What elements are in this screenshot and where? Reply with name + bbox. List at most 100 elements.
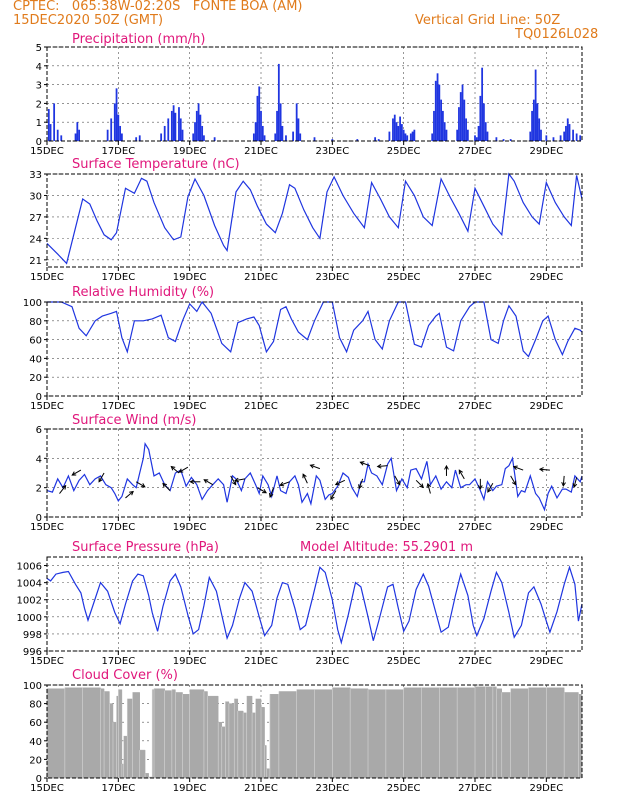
precip-bar — [483, 103, 485, 141]
precip-bar — [279, 103, 282, 141]
wind-arrow-shaft — [427, 483, 431, 494]
precip-bar — [106, 129, 109, 141]
x-tick-label: 27DEC — [458, 656, 492, 667]
wind-arrow-shaft — [59, 485, 67, 494]
precip-bar — [440, 99, 443, 141]
precip-bar — [531, 110, 533, 141]
wind-arrow-shaft — [377, 465, 388, 468]
wind-arrow-head — [262, 488, 267, 494]
precip-bar — [110, 118, 113, 141]
y-tick-label: 996 — [23, 647, 42, 658]
x-tick-label: 27DEC — [458, 401, 492, 412]
precip-bar — [179, 118, 182, 141]
x-tick-label: 23DEC — [315, 783, 349, 794]
precip-bar — [299, 133, 302, 141]
wind-arrow — [487, 483, 494, 493]
x-tick-label: 25DEC — [387, 783, 421, 794]
x-tick-label: 25DEC — [387, 522, 421, 533]
x-tick-label: 29DEC — [529, 146, 563, 157]
wind-arrow-shaft — [235, 478, 246, 482]
y-tick-label: 80 — [29, 700, 42, 711]
precip-bar — [431, 133, 434, 141]
wind-arrow-shaft — [562, 475, 565, 486]
precip-bar — [399, 116, 401, 141]
precip-bar — [258, 86, 261, 141]
x-tick-label: 17DEC — [101, 272, 135, 283]
wind-arrow-shaft — [360, 461, 370, 467]
precip-bar — [377, 139, 380, 141]
y-tick-label: 1006 — [17, 562, 42, 573]
precip-bar — [434, 80, 437, 141]
wind-arrow-shaft — [510, 475, 517, 485]
wind-arrow-shaft — [487, 483, 494, 493]
wind-arrow-shaft — [257, 487, 267, 494]
wind-arrow-head — [511, 480, 517, 486]
x-tick-label: 15DEC — [30, 146, 64, 157]
precip-bar — [456, 129, 459, 141]
wind-arrow-shaft — [513, 466, 524, 471]
y-tick-label: 40 — [29, 354, 42, 365]
x-tick-label: 25DEC — [387, 146, 421, 157]
wind-arrow-head — [309, 464, 315, 469]
x-tick-label: 21DEC — [244, 272, 278, 283]
wind-arrow-head — [487, 487, 492, 493]
wind-arrow-head — [279, 481, 285, 487]
y-tick-label: 1002 — [17, 596, 42, 607]
wind-arrow — [444, 464, 449, 476]
precip-bar — [404, 133, 407, 141]
wind-arrow-head — [477, 485, 483, 490]
wind-arrow-shaft — [335, 479, 346, 486]
wind-arrow — [358, 478, 364, 490]
x-tick-label: 23DEC — [315, 272, 349, 283]
header-datetime: 15DEC2020 50Z (GMT) — [13, 13, 164, 28]
precip-bar — [256, 95, 259, 141]
precip-bar — [49, 124, 52, 141]
y-tick-label: 1004 — [17, 579, 42, 590]
panel-frame — [46, 684, 583, 779]
precip-bar — [172, 105, 175, 141]
wind-arrow — [510, 475, 517, 486]
series-line — [46, 172, 583, 265]
precip-bar — [495, 137, 498, 141]
x-tick-label: 23DEC — [315, 522, 349, 533]
precip-bar — [393, 114, 396, 141]
wind-arrow-shaft — [279, 481, 290, 486]
wind-arrow-head — [189, 479, 195, 485]
precip-bar — [178, 107, 180, 141]
wind-arrow — [230, 475, 237, 486]
series-line — [46, 441, 583, 512]
x-tick-label: 25DEC — [387, 656, 421, 667]
precip-bar — [281, 125, 284, 141]
wind-arrow — [334, 479, 346, 486]
precip-bar — [484, 122, 487, 141]
wind-arrow-shaft — [203, 479, 214, 486]
precip-bar — [458, 107, 460, 141]
precip-bar — [474, 135, 476, 141]
precip-bar — [195, 110, 198, 141]
precip-bar — [60, 135, 63, 141]
y-tick-label: 1 — [36, 118, 42, 129]
panel-1: 0 1 2 3 4 5 15DEC 17DEC 19DEC 21DEC 23DEC 25DEC 27DE… — [30, 32, 583, 157]
panel-4: 0 2 4 6 15DEC 17DEC 19DEC 21DEC 23DEC 25DEC 27DEC 2… — [30, 413, 583, 533]
wind-arrow-shaft — [269, 487, 274, 498]
precip-bar — [559, 135, 562, 141]
precip-bar — [413, 129, 416, 141]
wind-arrow-shaft — [71, 469, 82, 476]
precip-bar — [433, 110, 435, 141]
precip-bar — [276, 110, 278, 141]
y-tick-label: 0 — [36, 774, 42, 785]
precip-bar — [400, 124, 403, 141]
precip-bar — [459, 92, 462, 141]
wind-arrow — [572, 477, 578, 489]
wind-arrow-shaft — [125, 491, 134, 499]
wind-arrow — [538, 467, 550, 472]
precip-bar — [475, 137, 478, 141]
precip-bar — [568, 124, 571, 141]
x-tick-label: 15DEC — [30, 656, 64, 667]
x-tick-label: 19DEC — [173, 146, 207, 157]
x-tick-label: 15DEC — [30, 401, 64, 412]
precip-bar — [197, 103, 200, 141]
panel-frame — [46, 46, 583, 142]
precip-bar — [565, 125, 567, 141]
y-tick-label: 6 — [36, 425, 42, 436]
